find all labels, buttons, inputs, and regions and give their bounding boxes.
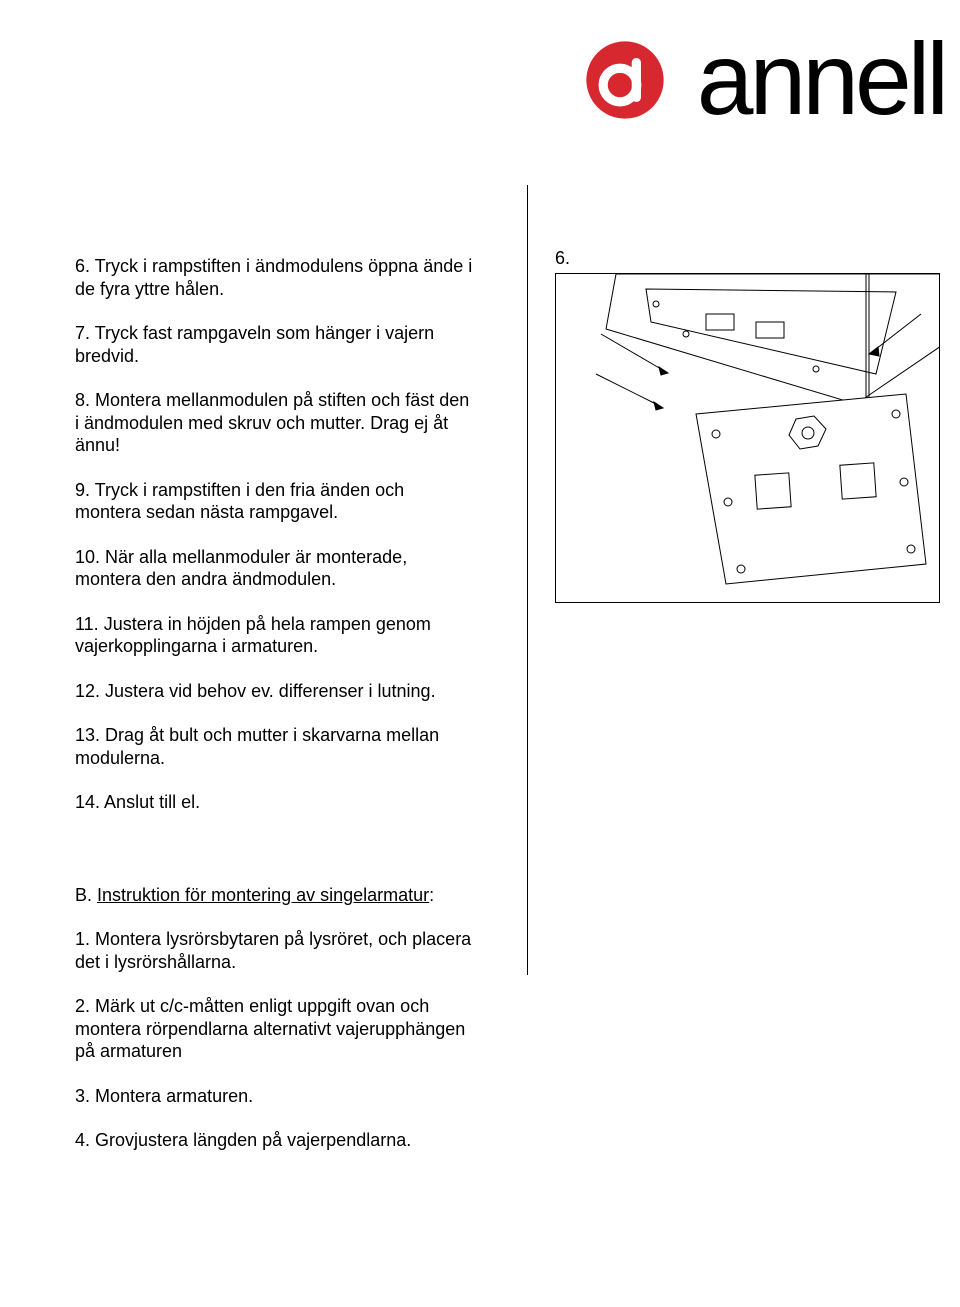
step-text: När alla mellanmoduler är monterade, mon…: [75, 547, 407, 590]
step-11: 11. Justera in höjden på hela rampen gen…: [75, 613, 475, 658]
step-text: Drag åt bult och mutter i skarvarna mell…: [75, 725, 439, 768]
page-header: annell: [0, 20, 960, 140]
step-text: Grovjustera längden på vajerpendlarna.: [95, 1130, 411, 1150]
step-number: 2.: [75, 996, 90, 1016]
brand-logo-icon: [583, 38, 667, 122]
step-b2: 2. Märk ut c/c-måtten enligt uppgift ova…: [75, 995, 475, 1063]
section-b: B. Instruktion för montering av singelar…: [75, 884, 475, 1152]
step-8: 8. Montera mellanmodulen på stiften och …: [75, 389, 475, 457]
step-number: 1.: [75, 929, 90, 949]
step-number: 4.: [75, 1130, 90, 1150]
step-text: Tryck fast rampgaveln som hänger i vajer…: [75, 323, 434, 366]
step-text: Justera in höjden på hela rampen genom v…: [75, 614, 431, 657]
step-6: 6. Tryck i rampstiften i ändmodulens öpp…: [75, 255, 475, 300]
step-number: 7.: [75, 323, 90, 343]
step-14: 14. Anslut till el.: [75, 791, 475, 814]
step-9: 9. Tryck i rampstiften i den fria änden …: [75, 479, 475, 524]
step-b1: 1. Montera lysrörsbytaren på lysröret, o…: [75, 928, 475, 973]
step-number: 12.: [75, 681, 100, 701]
figure-label: 6.: [555, 248, 945, 269]
instructions-column: 6. Tryck i rampstiften i ändmodulens öpp…: [75, 255, 475, 1174]
step-10: 10. När alla mellanmoduler är monterade,…: [75, 546, 475, 591]
section-b-heading: B. Instruktion för montering av singelar…: [75, 884, 475, 907]
section-b-label: B.: [75, 885, 97, 905]
column-divider: [527, 185, 528, 975]
step-number: 3.: [75, 1086, 90, 1106]
step-text: Tryck i rampstiften i ändmodulens öppna …: [75, 256, 472, 299]
section-b-title: Instruktion för montering av singelarmat…: [97, 885, 429, 905]
step-number: 10.: [75, 547, 100, 567]
step-number: 14.: [75, 792, 100, 812]
step-b4: 4. Grovjustera längden på vajerpendlarna…: [75, 1129, 475, 1152]
step-text: Montera armaturen.: [95, 1086, 253, 1106]
step-number: 13.: [75, 725, 100, 745]
step-number: 6.: [75, 256, 90, 276]
step-text: Märk ut c/c-måtten enligt uppgift ovan o…: [75, 996, 465, 1061]
step-text: Montera mellanmodulen på stiften och fäs…: [75, 390, 469, 455]
step-text: Anslut till el.: [104, 792, 200, 812]
step-text: Montera lysrörsbytaren på lysröret, och …: [75, 929, 471, 972]
step-13: 13. Drag åt bult och mutter i skarvarna …: [75, 724, 475, 769]
step-text: Justera vid behov ev. differenser i lutn…: [105, 681, 436, 701]
brand-wordmark: annell: [697, 39, 945, 121]
step-number: 11.: [75, 614, 99, 634]
section-b-suffix: :: [429, 885, 434, 905]
step-12: 12. Justera vid behov ev. differenser i …: [75, 680, 475, 703]
figure-drawing: [555, 273, 940, 603]
figure-6: 6.: [555, 248, 945, 603]
step-number: 8.: [75, 390, 90, 410]
step-number: 9.: [75, 480, 90, 500]
step-text: Tryck i rampstiften i den fria änden och…: [75, 480, 404, 523]
step-7: 7. Tryck fast rampgaveln som hänger i va…: [75, 322, 475, 367]
step-b3: 3. Montera armaturen.: [75, 1085, 475, 1108]
